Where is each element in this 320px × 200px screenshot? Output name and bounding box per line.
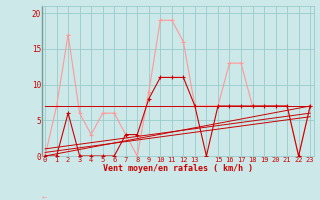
Text: ←: ← <box>42 194 47 199</box>
X-axis label: Vent moyen/en rafales ( km/h ): Vent moyen/en rafales ( km/h ) <box>103 164 252 173</box>
